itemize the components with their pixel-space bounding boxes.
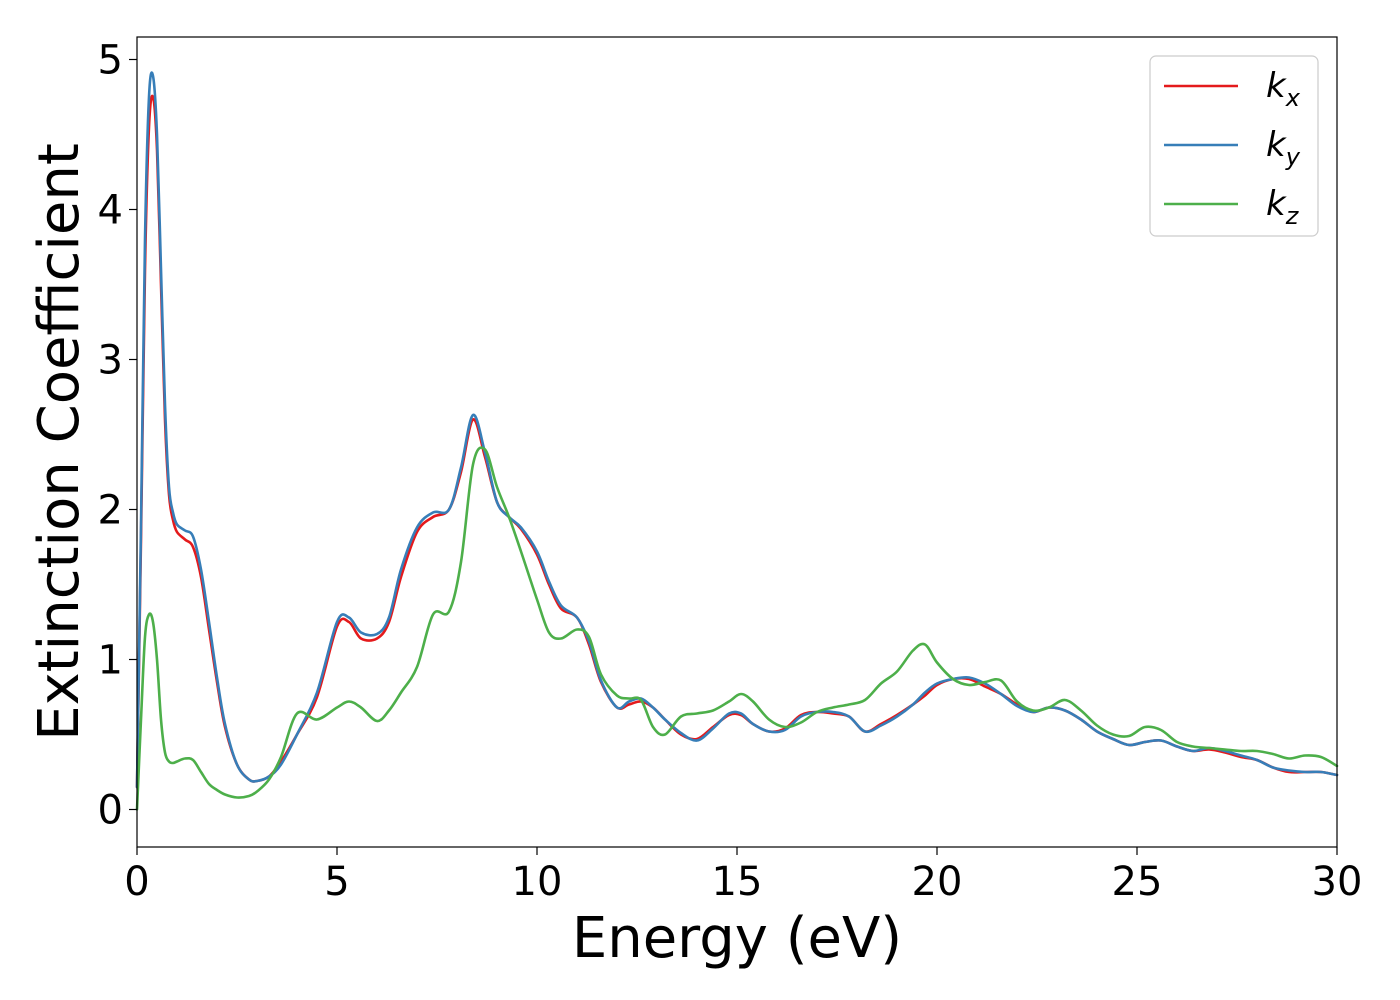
plot-frame [136,36,1338,848]
x-tick-label: 0 [124,859,149,905]
ticks-layer: 0 5 10 15 20 25 30 0 1 2 3 4 5 [98,38,1363,906]
series-layer [135,71,1339,811]
x-axis-label: Energy (eV) [572,906,902,971]
x-tick-label: 5 [324,859,349,905]
x-tick-label: 15 [712,859,763,905]
x-tick-label: 10 [512,859,563,905]
x-tick-label: 30 [1312,859,1363,905]
series-line-k-y [135,71,1339,789]
x-tick-label: 20 [912,859,963,905]
x-tick-label: 25 [1112,859,1163,905]
y-tick-label: 4 [98,188,123,234]
y-tick-label: 0 [98,788,123,834]
y-tick-label: 1 [98,638,123,684]
y-tick-label: 3 [98,338,123,384]
series-line-k-z [135,446,1339,811]
y-tick-label: 2 [98,488,123,534]
y-tick-label: 5 [98,38,123,84]
y-axis-label: Extinction Coefficient [27,143,92,741]
